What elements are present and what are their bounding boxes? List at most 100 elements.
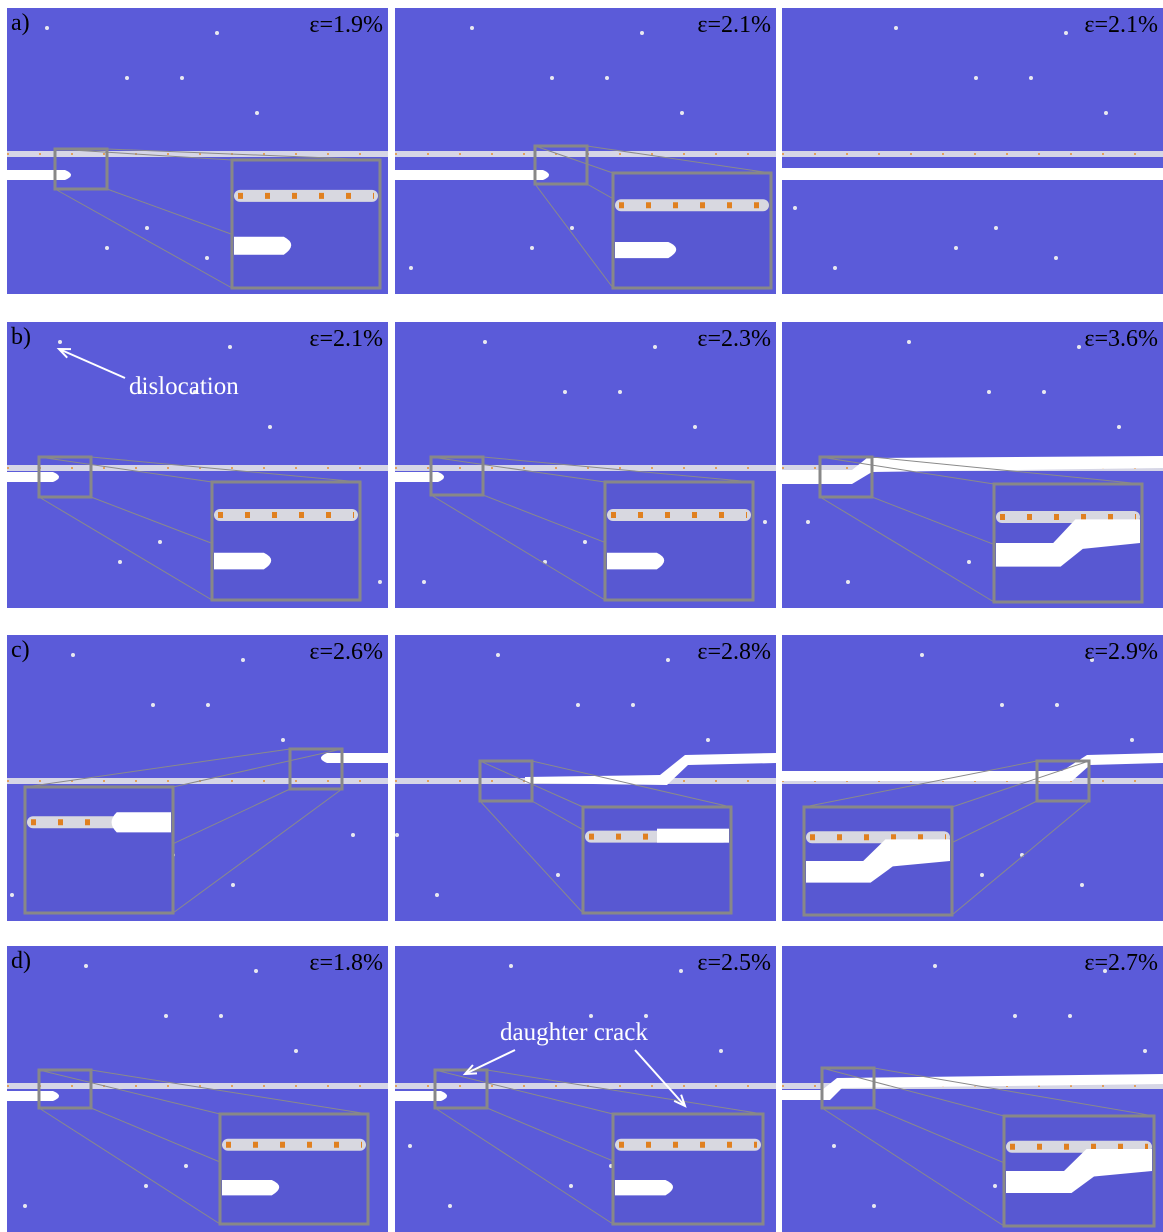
defect-dot [1117,425,1121,429]
crack [395,170,549,180]
defect-dot [496,653,500,657]
defect-dot [967,560,971,564]
grain-boundary [395,465,776,471]
strain-label: ε=1.8% [309,950,383,976]
strain-label: ε=2.1% [309,326,383,352]
defect-dot [45,26,49,30]
defect-dot [569,1184,573,1188]
defect-dot [180,76,184,80]
defect-dot [228,345,232,349]
inset [583,807,731,913]
defect-dot [680,111,684,115]
defect-dot [1054,256,1058,260]
defect-dot [1064,31,1068,35]
inset [220,1114,368,1224]
annotation: dislocation [129,373,239,400]
figure: a)ε=1.9%ε=2.1%ε=2.1%b)ε=2.1%dislocationε… [0,0,1163,1232]
inset [613,173,771,288]
sim-panel: ε=2.7% [782,946,1163,1232]
defect-dot [570,226,574,230]
strain-label: ε=3.6% [1084,326,1158,352]
defect-dot [294,1049,298,1053]
defect-dot [993,1184,997,1188]
defect-dot [206,703,210,707]
inset-boundary [615,1139,761,1151]
defect-dot [151,703,155,707]
defect-dot [763,520,767,524]
crack [7,472,59,482]
defect-dot [1068,1014,1072,1018]
inset-crack [222,1180,279,1195]
defect-dot [1143,1049,1147,1053]
defect-dot [846,580,850,584]
defect-dot [833,266,837,270]
defect-dot [806,520,810,524]
defect-dot [509,964,513,968]
strain-label: ε=2.3% [697,326,771,352]
defect-dot [118,560,122,564]
crack [395,472,444,482]
defect-dot [184,1164,188,1168]
defect-dot [125,76,129,80]
grain-boundary [782,151,1163,157]
defect-dot [576,703,580,707]
inset-crack [607,553,664,570]
crack [782,168,1163,180]
inset-boundary [615,199,769,211]
strain-label: ε=2.7% [1084,950,1158,976]
defect-dot [395,833,399,837]
inset-crack [615,1180,673,1195]
inset-boundary [607,509,751,521]
strain-label: ε=2.8% [697,639,771,665]
defect-dot [563,390,567,394]
defect-dot [1029,76,1033,80]
defect-dot [435,893,439,897]
sim-panel: ε=2.9% [782,635,1163,921]
strain-label: ε=1.9% [309,12,383,38]
defect-dot [1080,883,1084,887]
inset-crack [615,242,676,258]
defect-dot [954,246,958,250]
defect-dot [706,738,710,742]
defect-dot [933,964,937,968]
defect-dot [1130,738,1134,742]
strain-label: ε=2.5% [697,950,771,976]
defect-dot [1104,111,1108,115]
defect-dot [556,873,560,877]
defect-dot [987,390,991,394]
defect-dot [1000,703,1004,707]
defect-dot [793,206,797,210]
defect-dot [422,580,426,584]
defect-dot [448,1204,452,1208]
row-label: c) [11,637,30,663]
sim-panel: a)ε=1.9% [7,8,388,294]
inset-boundary [222,1139,366,1151]
defect-dot [409,266,413,270]
sim-panel: ε=2.8% [395,635,776,921]
sim-panel: c) ε=2.6% [7,635,388,921]
inset [25,787,173,913]
inset-crack [214,553,271,570]
inset [613,1114,763,1224]
grain-boundary [7,465,388,471]
defect-dot [58,340,62,344]
strain-label: ε=2.9% [1084,639,1158,665]
sim-panel: d)ε=1.8% [7,946,388,1232]
defect-dot [920,653,924,657]
sim-panel: ε=3.6% [782,322,1163,608]
defect-dot [378,580,382,584]
defect-dot [144,1184,148,1188]
sim-panel: ε=2.5%daughter crack [395,946,776,1232]
strain-label: ε=2.6% [309,639,383,665]
defect-dot [894,26,898,30]
defect-dot [268,425,272,429]
defect-dot [644,1014,648,1018]
inset-content [585,829,729,843]
defect-dot [219,1014,223,1018]
crack [7,170,71,180]
defect-dot [408,1144,412,1148]
defect-dot [351,833,355,837]
inset [232,160,380,288]
defect-dot [84,964,88,968]
defect-dot [231,883,235,887]
